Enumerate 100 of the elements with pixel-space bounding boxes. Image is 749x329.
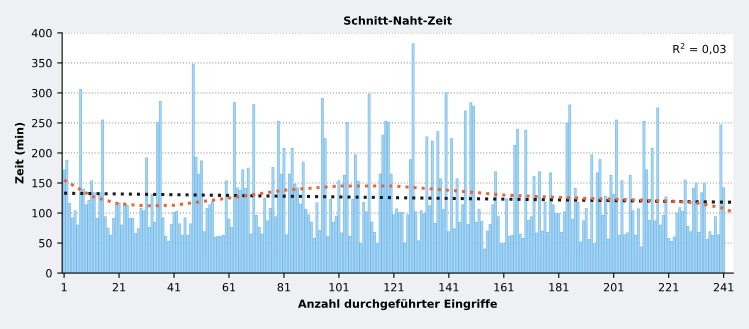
bar <box>430 140 434 274</box>
x-tick-label: 221 <box>658 282 678 292</box>
bar <box>150 194 154 274</box>
bar <box>412 43 414 274</box>
x-tick-label: 41 <box>167 283 180 292</box>
bar <box>584 208 588 274</box>
bar <box>400 212 404 274</box>
bar <box>549 172 552 274</box>
bar <box>200 160 203 274</box>
bar <box>65 160 68 274</box>
bar <box>172 212 176 274</box>
bar <box>544 202 546 274</box>
bar <box>395 208 398 274</box>
bar <box>362 202 366 274</box>
y-tick-label: 350 <box>32 58 52 68</box>
bar <box>628 174 632 274</box>
bar <box>316 202 318 274</box>
line-series <box>62 178 734 214</box>
x-tick-label: 1 <box>62 283 67 292</box>
bar <box>131 218 134 274</box>
bar <box>101 120 104 274</box>
bar <box>246 168 250 274</box>
y-tick-label: 0 <box>46 269 52 278</box>
x-axis-title: Anzahl durchgeführter Eingriffe <box>298 299 497 310</box>
x-tick-label: 241 <box>714 282 734 292</box>
x-tick-label: 61 <box>222 282 236 292</box>
bar <box>354 154 357 274</box>
bar <box>192 64 195 274</box>
annotation: R$^{2}$ = 0,03 <box>673 43 726 54</box>
bar <box>384 120 388 274</box>
y-tick-label: 250 <box>32 118 52 128</box>
x-tick-label: 141 <box>439 283 458 292</box>
bar <box>338 180 340 274</box>
bar <box>420 210 423 274</box>
bar <box>472 106 475 274</box>
bar <box>145 158 148 274</box>
y-axis-title: Zeit (min) <box>14 122 25 184</box>
bar <box>516 128 519 274</box>
bar <box>494 171 497 274</box>
bar <box>90 180 93 274</box>
y-tick-label: 200 <box>32 148 52 158</box>
bar <box>216 236 220 274</box>
bar <box>425 136 428 274</box>
bar <box>263 198 266 274</box>
x-tick-label: 101 <box>330 282 348 292</box>
bar <box>114 204 118 274</box>
bar <box>505 198 508 274</box>
bar <box>642 120 646 274</box>
bar <box>79 89 82 274</box>
bar <box>368 94 371 274</box>
bar <box>670 240 673 274</box>
bar <box>282 148 286 274</box>
bar <box>604 196 607 274</box>
bar <box>615 120 618 274</box>
bar <box>233 102 236 274</box>
bar <box>456 178 458 274</box>
bar <box>123 202 126 274</box>
bar <box>714 216 717 274</box>
bar <box>321 98 324 274</box>
x-tick-label: 81 <box>278 282 290 292</box>
chart-title: Schnitt-Naht-Zeit <box>344 16 452 25</box>
bar <box>664 196 668 274</box>
bar <box>277 120 280 274</box>
bar <box>684 180 687 274</box>
bar <box>650 148 654 274</box>
x-tick-label: 121 <box>384 282 404 292</box>
bar <box>74 210 76 274</box>
bar <box>444 92 448 274</box>
bar <box>450 138 453 274</box>
x-tick-label: 181 <box>549 282 568 292</box>
bar <box>140 208 142 274</box>
x-tick-label: 21 <box>112 282 126 292</box>
x-tick-label: 201 <box>604 282 624 292</box>
y-tick-label: 300 <box>32 88 52 98</box>
bar <box>158 101 162 274</box>
bar <box>184 218 186 274</box>
bar <box>703 182 706 274</box>
bar <box>637 208 640 274</box>
y-tick-label: 400 <box>32 28 52 38</box>
bar <box>206 208 208 274</box>
bar <box>538 171 541 274</box>
bar <box>694 182 698 274</box>
bar <box>436 131 440 274</box>
y-tick-label: 50 <box>39 239 52 248</box>
bar <box>329 198 332 274</box>
bar <box>272 167 274 274</box>
bar <box>478 209 480 274</box>
y-tick-label: 100 <box>32 209 52 218</box>
bar <box>532 176 536 274</box>
bar <box>708 231 712 274</box>
bar <box>118 202 120 274</box>
bar <box>386 122 390 274</box>
bar <box>346 122 349 274</box>
bar <box>557 213 560 274</box>
x-tick-label: 161 <box>494 282 514 292</box>
bar <box>398 212 401 274</box>
bar <box>211 200 214 274</box>
bar <box>620 180 624 274</box>
y-tick-label: 150 <box>32 178 52 188</box>
bar <box>598 159 602 274</box>
